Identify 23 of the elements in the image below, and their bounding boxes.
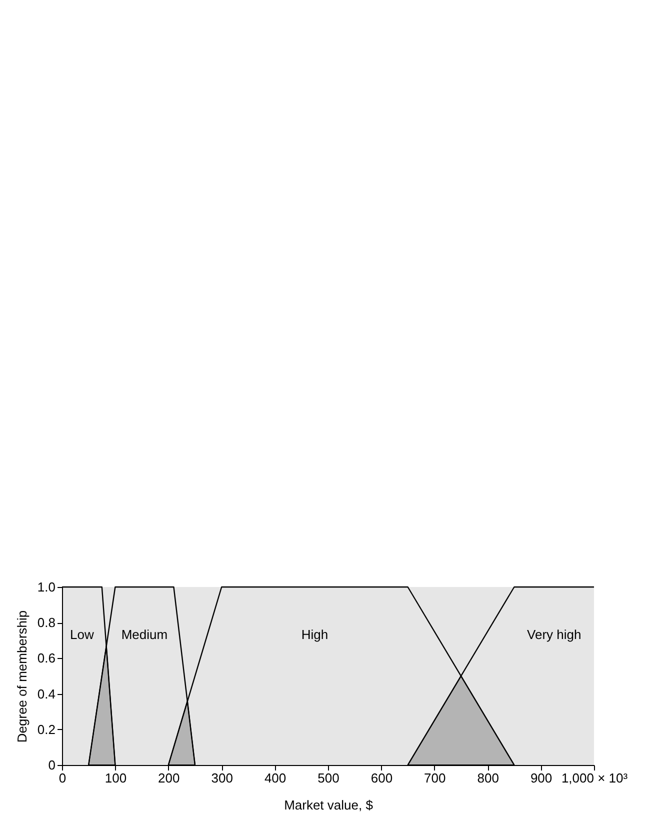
y-tick-label: 0.4 — [37, 686, 56, 702]
x-tick-label: 400 — [264, 770, 286, 786]
x-tick-label: 200 — [158, 770, 180, 786]
x-tick-label: 100 — [104, 770, 127, 786]
x-tick-label: 700 — [424, 770, 446, 786]
x-tick-label: 0 — [58, 770, 66, 786]
annotation: Very high — [527, 627, 582, 642]
annotation: Medium — [121, 627, 168, 642]
x-tick-label: 900 — [530, 770, 552, 786]
y-axis-title: Degree of membership — [14, 610, 30, 743]
y-tick-label: 0 — [48, 758, 56, 772]
x-axis-title: Market value, $ — [284, 798, 374, 812]
y-tick-label: 1.0 — [37, 580, 56, 594]
y-tick-label: 0.8 — [37, 615, 56, 630]
x-tick-label: 800 — [477, 770, 499, 786]
x-tick-label: 500 — [318, 770, 340, 786]
annotation: Low — [70, 627, 94, 642]
x-tick-label: 300 — [211, 770, 233, 786]
annotation: High — [301, 627, 328, 642]
y-tick-label: 0.2 — [37, 722, 56, 737]
x-tick-label: 1,000 × 10³ — [561, 770, 628, 786]
y-tick-label: 0.6 — [37, 650, 56, 666]
x-tick-label: 600 — [370, 770, 393, 786]
